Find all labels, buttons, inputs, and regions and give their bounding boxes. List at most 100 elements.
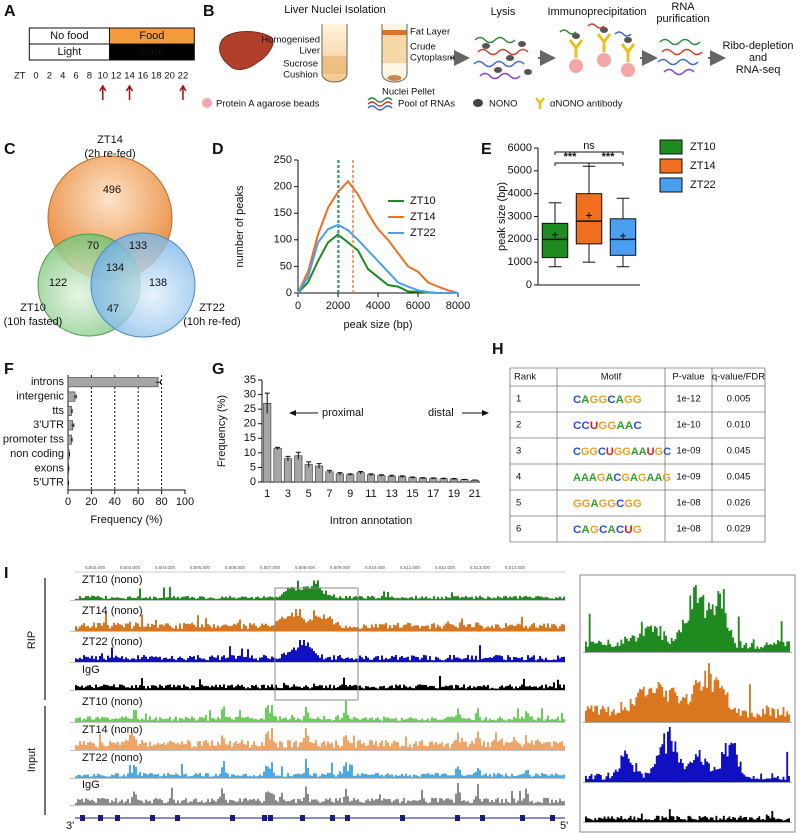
exon — [480, 815, 485, 821]
motif-logo: GGAGGCGG — [573, 498, 642, 510]
signal-track — [585, 809, 790, 822]
box — [541, 222, 569, 259]
error-bar — [285, 455, 291, 462]
error-bar — [451, 478, 457, 480]
y-tick-label: intergenic — [16, 390, 64, 402]
error-bar — [472, 479, 478, 481]
track-label: ZT10 (nono) — [82, 696, 143, 708]
coordinate-label: 5,503,000 — [120, 565, 141, 570]
motif-letter: G — [662, 472, 671, 484]
motif-letter: G — [598, 420, 607, 432]
error-bar — [306, 461, 312, 468]
exon — [455, 815, 460, 821]
legend-label: Protein A agarose beads — [216, 99, 320, 110]
motif-letter: G — [581, 446, 590, 458]
error-bar — [461, 478, 467, 480]
step-label: Lysis — [491, 6, 516, 18]
y-tick-label: non coding — [10, 448, 64, 460]
significance-label: *** — [564, 151, 578, 163]
y-tick-label: 150 — [274, 207, 292, 219]
motif-letter: G — [607, 498, 616, 510]
y-tick-label: 4000 — [508, 188, 532, 200]
step-title: Liver Nuclei Isolation — [284, 4, 386, 16]
motif-letter: C — [607, 394, 615, 406]
motif-letter: C — [616, 498, 624, 510]
coordinate-label: 5,508,000 — [295, 565, 316, 570]
y-tick-label: 1000 — [508, 256, 532, 268]
motif-letter: A — [581, 524, 589, 536]
motif-letter: G — [607, 420, 616, 432]
time-arrow — [125, 84, 134, 100]
step-label: RNA-seq — [736, 64, 781, 76]
motif-letter: A — [616, 420, 624, 432]
motif-logo: CAGCACUG — [573, 524, 642, 536]
fat-layer — [382, 30, 407, 35]
table-cell: 0.005 — [727, 394, 751, 405]
table-cell: 1e-09 — [676, 446, 700, 457]
tick-label: 18 — [151, 71, 162, 82]
error-bar — [337, 472, 343, 476]
y-tick-label: 15 — [244, 432, 256, 444]
tube-label: Cushion — [283, 70, 318, 81]
venn-circle — [90, 232, 196, 338]
exon — [98, 815, 103, 821]
error-bar — [264, 392, 270, 414]
exon — [400, 815, 405, 821]
bar — [283, 458, 292, 483]
y-tick-label: 3000 — [508, 210, 532, 222]
table-cell: 2 — [516, 420, 521, 431]
track-label: IgG — [82, 779, 100, 791]
motif-letter: C — [573, 524, 581, 536]
error-bar — [68, 452, 71, 457]
error-bar — [71, 423, 75, 428]
significance-bracket — [554, 151, 624, 155]
x-axis-label: Frequency (%) — [90, 514, 162, 526]
step-label: purification — [656, 13, 709, 25]
tick-label: 4 — [60, 71, 65, 82]
motif-letter: G — [598, 394, 607, 406]
x-tick-label: 19 — [448, 488, 460, 500]
table-cell: 4 — [516, 472, 521, 483]
mean-marker — [552, 231, 558, 238]
error-bar — [275, 446, 281, 450]
series-line — [297, 179, 459, 294]
bar — [325, 471, 334, 483]
table-cell: 0.010 — [727, 420, 751, 431]
bar — [356, 472, 365, 483]
motif-logo: CCUGGAAC — [573, 420, 642, 432]
track-label: IgG — [82, 664, 100, 676]
motif-letter: A — [616, 394, 624, 406]
tick-label: 16 — [138, 71, 149, 82]
y-tick-label: 20 — [244, 418, 256, 430]
motif-letter: C — [573, 394, 581, 406]
set-name: ZT22 — [199, 302, 225, 314]
set-note: (2h re-fed) — [84, 148, 135, 160]
tube-label: Homogenised — [261, 35, 320, 46]
error-bar — [326, 469, 332, 474]
legend-swatch — [659, 139, 683, 155]
motif-letter: U — [647, 446, 655, 458]
y-tick-label: promoter tss — [3, 434, 65, 446]
x-tick-label: 9 — [347, 488, 353, 500]
tick-label: 20 — [164, 71, 175, 82]
panel-label: I — [4, 565, 8, 582]
x-tick-label: 0 — [65, 496, 71, 508]
coordinate-label: 5,509,000 — [330, 565, 351, 570]
error-bar — [368, 473, 374, 476]
error-bar — [378, 474, 384, 477]
y-tick-label: 50 — [280, 260, 292, 272]
y-tick-label: 5 — [250, 461, 256, 473]
bar — [460, 479, 469, 483]
x-tick-label: 20 — [85, 496, 97, 508]
panel-label: D — [212, 141, 224, 158]
region-count: 496 — [103, 184, 121, 196]
table-header: q-value/FDR — [712, 372, 765, 383]
legend-rna — [367, 97, 393, 111]
panel-label: B — [203, 3, 215, 20]
exon — [268, 815, 273, 821]
table-cell: 6 — [516, 524, 521, 535]
motif-letter: G — [624, 498, 633, 510]
panel-label: A — [4, 3, 16, 20]
coordinate-label: 5,505,000 — [190, 565, 211, 570]
track-frames — [44, 571, 796, 833]
